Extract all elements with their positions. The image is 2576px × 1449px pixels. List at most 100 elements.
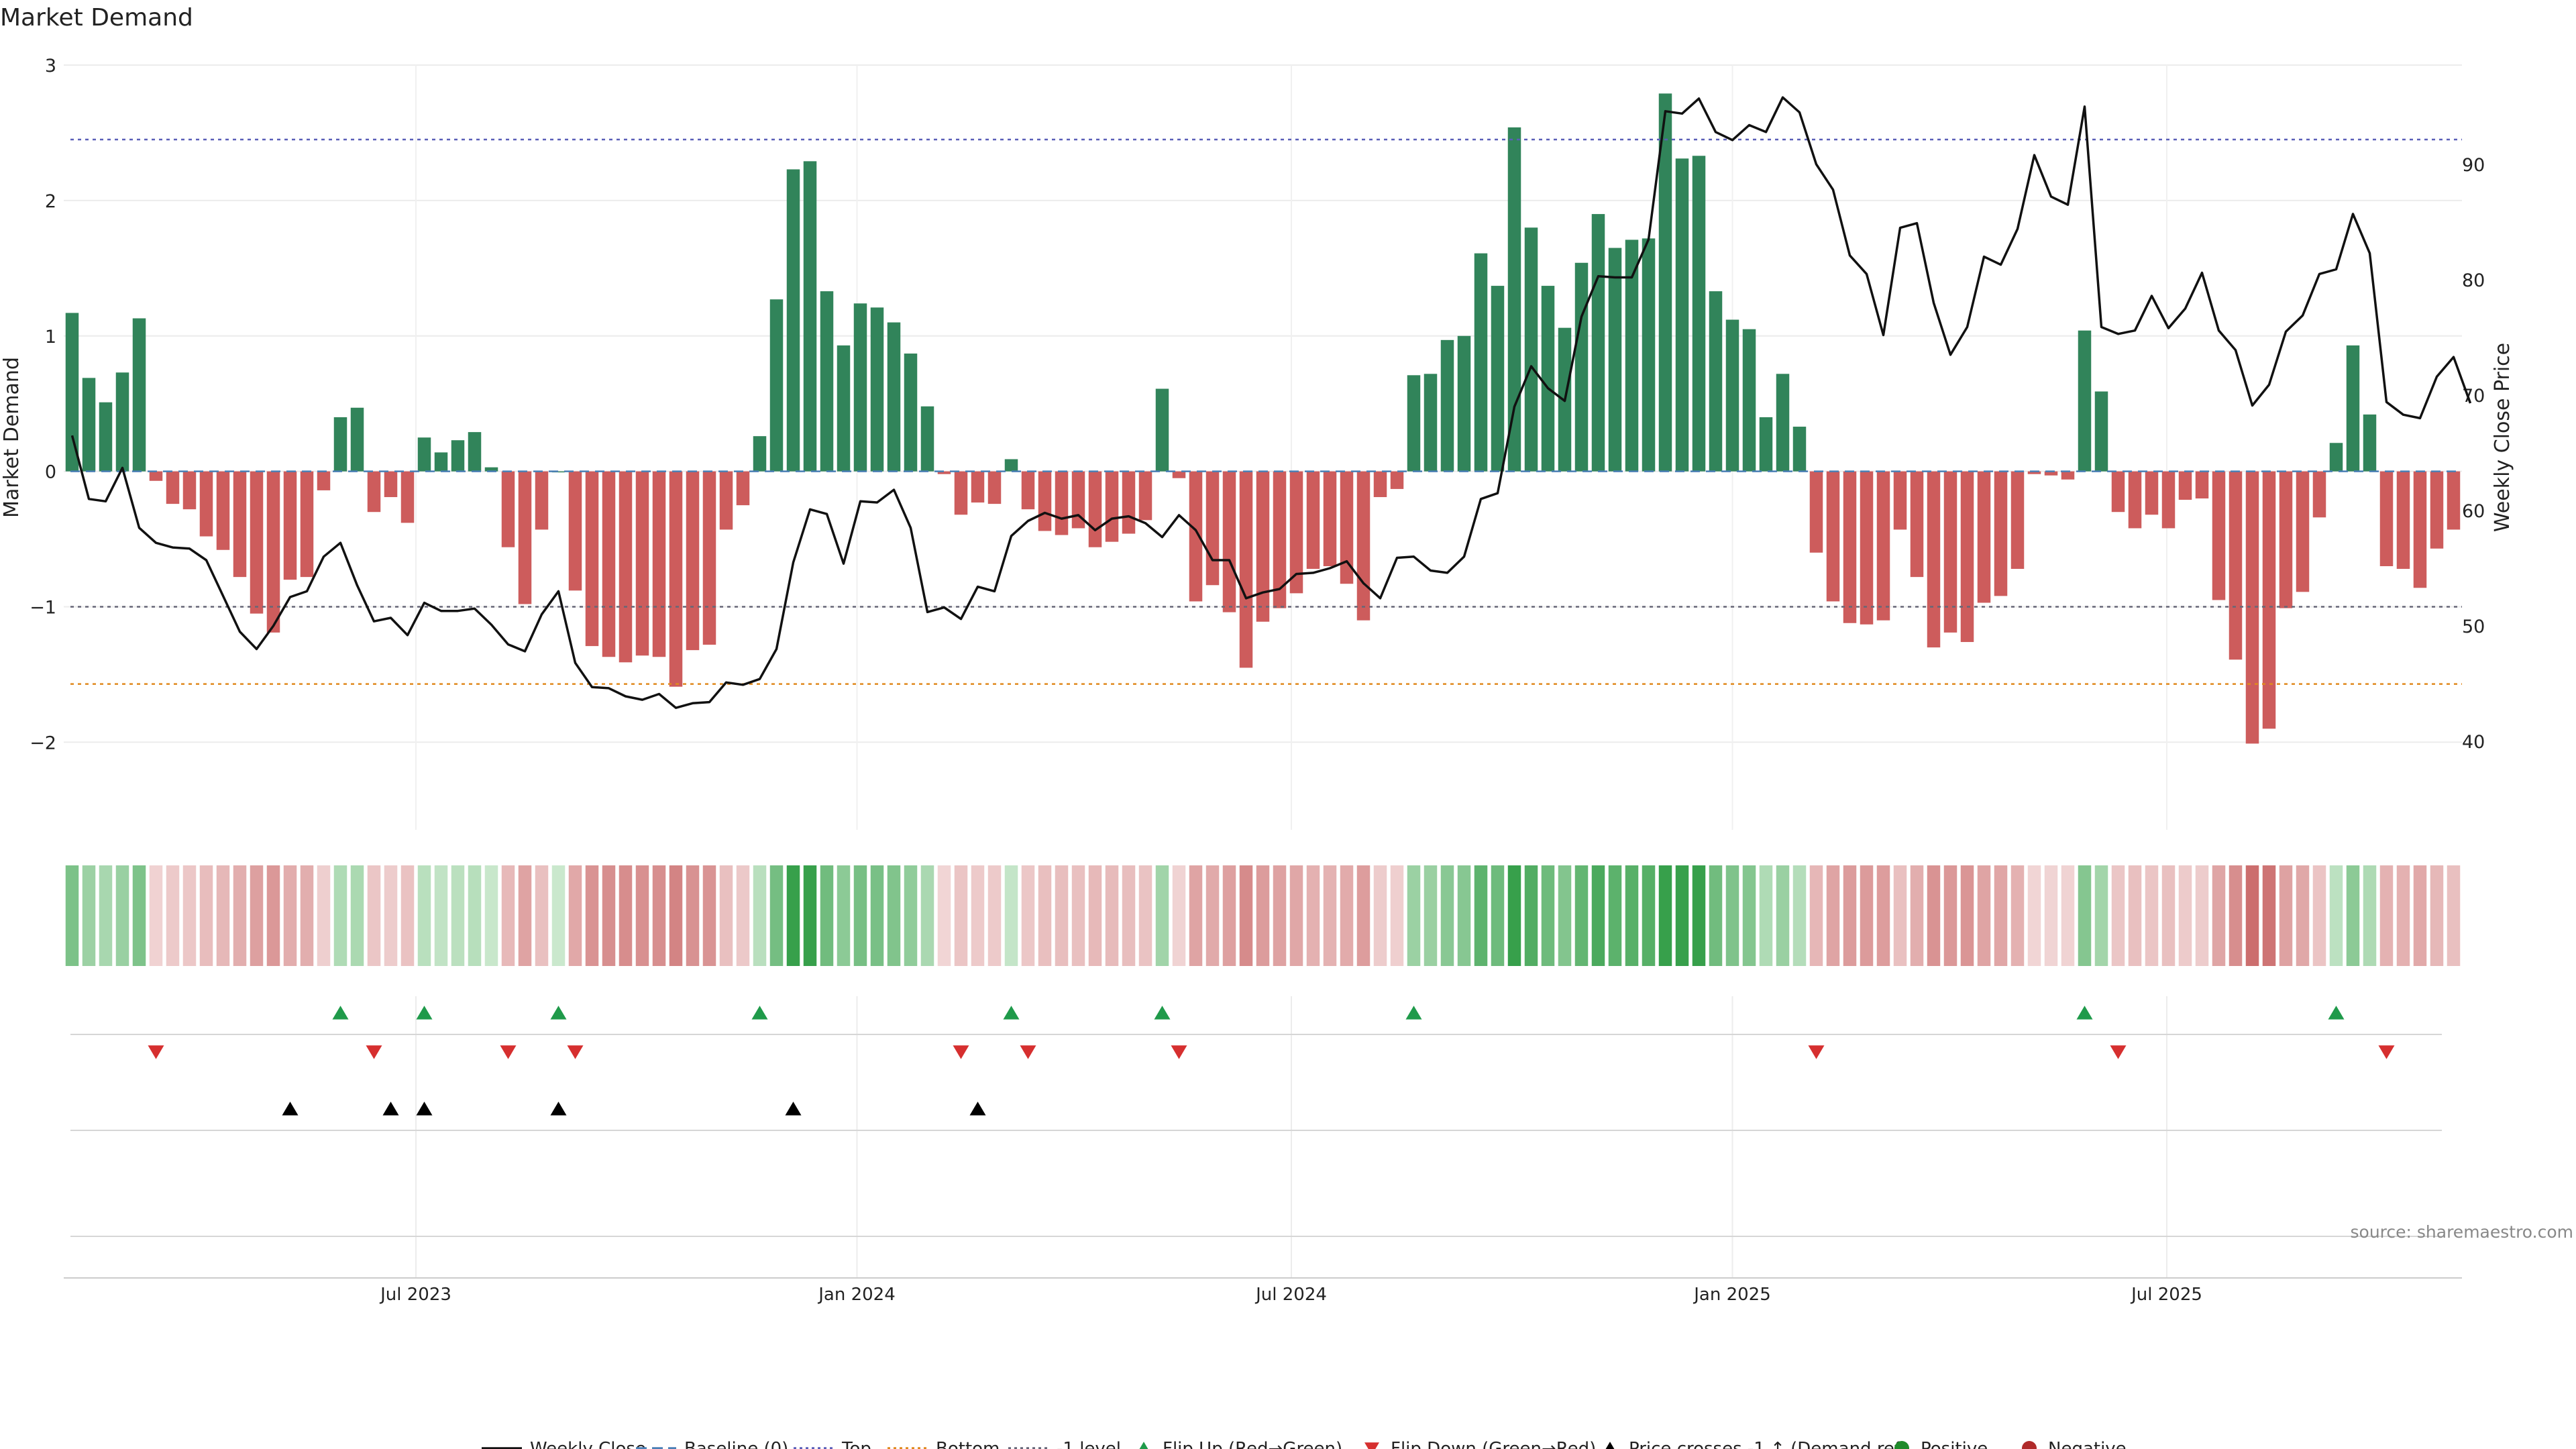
flip-down-marker bbox=[2110, 1045, 2127, 1059]
heat-cell bbox=[2296, 865, 2310, 966]
heat-cell bbox=[535, 865, 549, 966]
demand-bar bbox=[1239, 471, 1253, 668]
heat-cell bbox=[2212, 865, 2226, 966]
demand-bar bbox=[1172, 471, 1186, 478]
heat-cell bbox=[803, 865, 817, 966]
heat-cell bbox=[1776, 865, 1790, 966]
heat-cell bbox=[1440, 865, 1454, 966]
heat-cell bbox=[82, 865, 96, 966]
heat-cell bbox=[1424, 865, 1438, 966]
demand-bar bbox=[719, 471, 733, 530]
heat-cell bbox=[786, 865, 800, 966]
legend-symbol bbox=[1364, 1442, 1379, 1449]
demand-bar bbox=[2262, 471, 2276, 729]
legend-label: Negative bbox=[2048, 1439, 2127, 1449]
demand-bar bbox=[518, 471, 532, 604]
heat-cell bbox=[1474, 865, 1488, 966]
demand-bar bbox=[2363, 414, 2377, 472]
demand-bar bbox=[920, 406, 934, 472]
heat-cell bbox=[635, 865, 649, 966]
demand-bar bbox=[1390, 471, 1404, 489]
heat-cell bbox=[2010, 865, 2025, 966]
demand-bar bbox=[2312, 471, 2326, 518]
flip-up-marker bbox=[2076, 1006, 2093, 1020]
heat-cell bbox=[920, 865, 934, 966]
heat-cell bbox=[2379, 865, 2394, 966]
demand-bar bbox=[166, 471, 180, 504]
heat-cell bbox=[2027, 865, 2041, 966]
heat-cell bbox=[568, 865, 582, 966]
legend-symbol bbox=[1139, 1442, 1148, 1449]
price-cross-marker bbox=[550, 1102, 567, 1116]
demand-bar bbox=[1658, 93, 1672, 472]
x-axis: Jul 2023 Jan 2024 Jul 2024 Jan 2025 Jul 2025 bbox=[64, 1277, 2462, 1305]
demand-bar bbox=[1373, 471, 1387, 498]
x-tick-label: Jul 2025 bbox=[2130, 1285, 2202, 1305]
demand-bar bbox=[1424, 374, 1438, 472]
heat-cell bbox=[1273, 865, 1287, 966]
price-cross-marker bbox=[969, 1102, 986, 1116]
flip-down-marker bbox=[148, 1045, 164, 1059]
heat-cell bbox=[736, 865, 750, 966]
heat-cell bbox=[887, 865, 901, 966]
heat-cell bbox=[1323, 865, 1337, 966]
heat-cell bbox=[1407, 865, 1421, 966]
demand-bar bbox=[1843, 471, 1857, 623]
heat-cell bbox=[1558, 865, 1572, 966]
heat-cell bbox=[686, 865, 700, 966]
heat-cell bbox=[2111, 865, 2125, 966]
legend-item: Top bbox=[794, 1439, 871, 1449]
flip-up-marker bbox=[550, 1006, 567, 1020]
demand-bar bbox=[1189, 471, 1203, 602]
demand-bar bbox=[1960, 471, 1974, 643]
x-tick-label: Jan 2024 bbox=[817, 1285, 896, 1305]
demand-bar bbox=[2229, 471, 2243, 660]
heat-cell bbox=[1692, 865, 1706, 966]
heat-cell bbox=[1088, 865, 1102, 966]
heat-cell bbox=[1373, 865, 1387, 966]
demand-bar bbox=[1457, 335, 1471, 472]
demand-bar bbox=[1625, 239, 1639, 472]
heat-cell bbox=[1105, 865, 1119, 966]
demand-bar bbox=[635, 471, 649, 656]
heat-cell bbox=[1675, 865, 1689, 966]
demand-bar bbox=[853, 303, 867, 472]
heat-cell bbox=[2447, 865, 2461, 966]
y2-tick-label: 50 bbox=[2462, 616, 2485, 637]
heat-cell bbox=[1658, 865, 1672, 966]
x-tick-label: Jul 2024 bbox=[1254, 1285, 1327, 1305]
heat-cell bbox=[987, 865, 1002, 966]
heat-cell bbox=[1927, 865, 1941, 966]
demand-bar bbox=[2212, 471, 2226, 600]
y-tick-label: 2 bbox=[45, 191, 56, 212]
demand-bar bbox=[2061, 471, 2075, 480]
heat-cell bbox=[1055, 865, 1069, 966]
demand-bar bbox=[2078, 330, 2092, 472]
legend-symbol bbox=[1894, 1441, 1909, 1449]
demand-bar bbox=[1038, 471, 1052, 531]
heat-cell bbox=[2279, 865, 2293, 966]
demand-bar bbox=[1709, 291, 1723, 472]
demand-bar bbox=[2044, 471, 2058, 476]
demand-bar bbox=[451, 440, 465, 472]
y-tick-label: −2 bbox=[30, 733, 56, 753]
heat-cell bbox=[1356, 865, 1371, 966]
demand-bar bbox=[350, 407, 364, 472]
chart-title: Market Demand bbox=[0, 4, 193, 32]
legend-label: Price crosses -1 ↑ (Demand ref) bbox=[1629, 1439, 1907, 1449]
price-cross-marker bbox=[382, 1102, 399, 1116]
heat-cell bbox=[333, 865, 347, 966]
demand-bar bbox=[1071, 471, 1085, 529]
y-tick-label: 3 bbox=[45, 56, 56, 76]
heat-cell bbox=[1390, 865, 1404, 966]
heat-cell bbox=[216, 865, 230, 966]
heat-cell bbox=[954, 865, 968, 966]
demand-bar bbox=[1742, 329, 1756, 472]
demand-bar bbox=[686, 471, 700, 651]
demand-bar bbox=[1792, 427, 1807, 472]
heat-cell bbox=[300, 865, 314, 966]
grid-layer bbox=[64, 64, 2462, 1278]
demand-bar bbox=[2195, 471, 2209, 499]
heat-cell bbox=[1625, 865, 1639, 966]
